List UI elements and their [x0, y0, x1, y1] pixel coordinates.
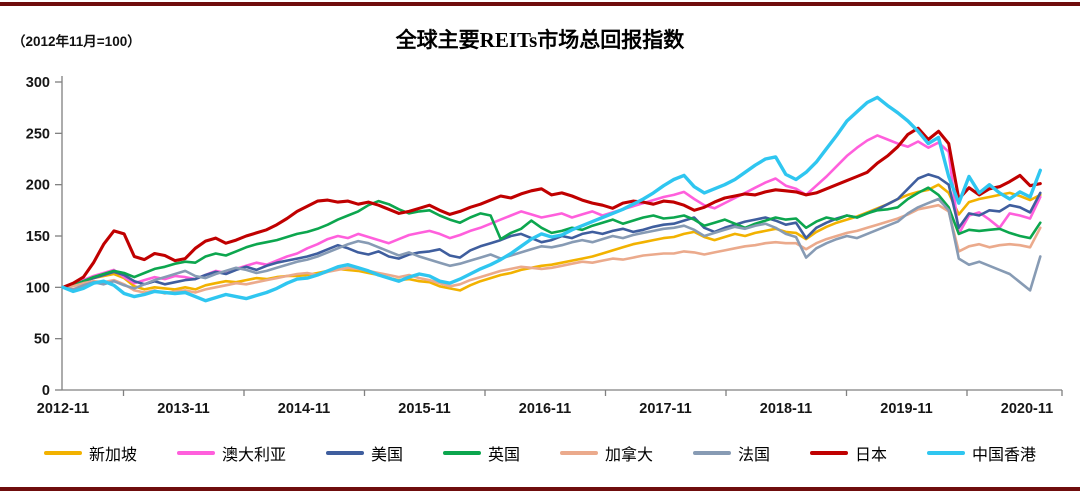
legend-swatch-加拿大	[560, 451, 598, 455]
series-line-中国香港	[61, 95, 1043, 303]
x-tick-label: 2013-11	[157, 401, 209, 417]
legend-item-澳大利亚: 澳大利亚	[176, 441, 286, 465]
x-tick-label: 2015-11	[398, 401, 450, 417]
x-tick-label: 2019-11	[880, 401, 932, 417]
x-tick-label: 2016-11	[519, 401, 571, 417]
bottom-border-rule	[0, 487, 1080, 491]
y-tick-label: 50	[34, 332, 50, 348]
series-line-英国	[61, 186, 1042, 289]
legend-swatch-澳大利亚	[176, 451, 215, 455]
legend-label: 加拿大	[605, 447, 654, 464]
legend-label: 英国	[487, 447, 520, 464]
y-tick-label: 150	[26, 229, 50, 245]
x-tick-label: 2017-11	[639, 401, 691, 417]
legend-item-中国香港: 中国香港	[927, 441, 1036, 465]
x-tick-label: 2018-11	[760, 401, 812, 417]
legend-swatch-新加坡	[43, 451, 82, 455]
series-line-美国	[61, 173, 1042, 289]
chart-title: 全球主要REITs市场总回报指数	[395, 28, 685, 52]
legend-item-加拿大: 加拿大	[560, 441, 653, 465]
x-tick-label: 2014-11	[278, 401, 330, 417]
x-tick-label: 2020-11	[1001, 401, 1053, 417]
legend-item-法国: 法国	[693, 441, 770, 465]
chart-legend: 新加坡 澳大利亚 美国 英国 加拿大 法国 日本 中国香港	[0, 441, 1080, 465]
legend-swatch-中国香港	[927, 451, 966, 455]
chart-plot-area: 0 50 100 150 200 250 300 2012-11 2013-11 2014-11 2…	[26, 75, 1063, 417]
legend-label: 新加坡	[88, 447, 137, 464]
top-border-rule	[0, 2, 1080, 6]
series-line-加拿大	[61, 203, 1042, 295]
legend-label: 日本	[855, 447, 888, 464]
legend-swatch-法国	[693, 451, 732, 455]
legend-item-新加坡: 新加坡	[43, 441, 137, 465]
series-line-日本	[61, 126, 1042, 289]
legend-swatch-日本	[810, 451, 849, 455]
legend-label: 澳大利亚	[221, 447, 286, 464]
legend-item-日本: 日本	[810, 441, 887, 465]
legend-item-英国: 英国	[442, 441, 520, 465]
legend-label: 中国香港	[972, 447, 1037, 464]
y-tick-label: 0	[42, 383, 50, 399]
legend-swatch-美国	[325, 451, 364, 455]
legend-item-美国: 美国	[325, 441, 403, 465]
y-tick-label: 250	[26, 126, 50, 142]
x-tick-label: 2012-11	[37, 401, 89, 417]
legend-label: 美国	[370, 447, 403, 464]
series-line-法国	[61, 197, 1042, 292]
legend-label: 法国	[738, 447, 771, 464]
y-tick-label: 200	[26, 178, 50, 194]
legend-swatch-英国	[442, 451, 481, 455]
y-tick-label: 300	[26, 75, 50, 91]
y-tick-label: 100	[26, 280, 50, 296]
index-base-note: （2012年11月=100）	[12, 34, 141, 49]
